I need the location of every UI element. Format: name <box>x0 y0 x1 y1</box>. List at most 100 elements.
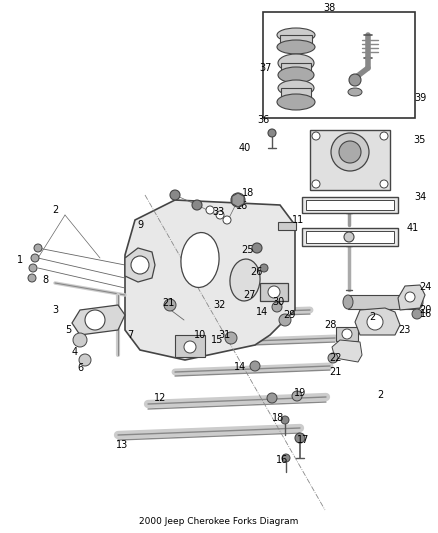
Text: 13: 13 <box>116 440 128 450</box>
Text: 36: 36 <box>257 115 269 125</box>
Text: 33: 33 <box>212 207 224 217</box>
Bar <box>302 228 398 246</box>
Circle shape <box>367 314 383 330</box>
Circle shape <box>268 286 280 298</box>
Circle shape <box>281 416 289 424</box>
Text: 21: 21 <box>162 298 174 308</box>
Circle shape <box>344 232 354 242</box>
Ellipse shape <box>339 141 361 163</box>
Circle shape <box>295 433 305 443</box>
Text: 16: 16 <box>420 309 432 319</box>
Text: 39: 39 <box>414 93 426 103</box>
Text: 2: 2 <box>52 205 58 215</box>
Polygon shape <box>398 285 425 310</box>
Text: 9: 9 <box>137 220 143 230</box>
Ellipse shape <box>278 67 314 83</box>
Circle shape <box>380 132 388 140</box>
Text: 29: 29 <box>283 310 295 320</box>
Text: 6: 6 <box>77 363 83 373</box>
Circle shape <box>279 314 291 326</box>
Text: 14: 14 <box>234 362 246 372</box>
Circle shape <box>170 190 180 200</box>
Text: 1: 1 <box>17 255 23 265</box>
Text: 41: 41 <box>407 223 419 233</box>
Bar <box>348 295 418 309</box>
Polygon shape <box>125 248 155 282</box>
Text: 18: 18 <box>242 188 254 198</box>
Text: 17: 17 <box>297 435 309 445</box>
Text: 2: 2 <box>377 390 383 400</box>
Bar <box>260 283 288 301</box>
Ellipse shape <box>278 54 314 72</box>
Circle shape <box>192 200 202 210</box>
Circle shape <box>412 309 422 319</box>
Text: 20: 20 <box>419 305 431 315</box>
Polygon shape <box>355 308 400 335</box>
Text: 3: 3 <box>52 305 58 315</box>
Circle shape <box>28 274 36 282</box>
Bar <box>310 130 390 190</box>
Circle shape <box>34 244 42 252</box>
Polygon shape <box>125 200 295 360</box>
Ellipse shape <box>277 40 315 54</box>
Text: 23: 23 <box>398 325 410 335</box>
Circle shape <box>272 302 282 312</box>
Circle shape <box>225 332 237 344</box>
Ellipse shape <box>277 28 315 42</box>
Text: 21: 21 <box>329 367 341 377</box>
Text: 40: 40 <box>239 143 251 153</box>
Bar <box>175 335 205 357</box>
Text: 8: 8 <box>42 275 48 285</box>
Circle shape <box>31 254 39 262</box>
Text: 26: 26 <box>250 267 262 277</box>
Text: 12: 12 <box>154 393 166 403</box>
Ellipse shape <box>348 88 362 96</box>
Ellipse shape <box>277 94 315 110</box>
Text: 38: 38 <box>323 3 335 13</box>
Text: 2: 2 <box>369 312 375 322</box>
Circle shape <box>252 243 262 253</box>
Circle shape <box>363 311 371 319</box>
Circle shape <box>131 256 149 274</box>
Bar <box>263 12 415 118</box>
Circle shape <box>206 206 214 214</box>
Text: 10: 10 <box>194 330 206 340</box>
Text: 19: 19 <box>294 388 306 398</box>
Ellipse shape <box>230 259 260 301</box>
Text: 16: 16 <box>236 201 248 211</box>
Circle shape <box>79 354 91 366</box>
Circle shape <box>380 180 388 188</box>
Circle shape <box>231 193 245 207</box>
Text: 7: 7 <box>127 330 133 340</box>
Ellipse shape <box>413 295 423 309</box>
Ellipse shape <box>278 80 314 96</box>
Text: 2000 Jeep Cherokee Forks Diagram: 2000 Jeep Cherokee Forks Diagram <box>139 518 299 527</box>
Circle shape <box>164 299 176 311</box>
Bar <box>306 200 394 210</box>
Text: 4: 4 <box>72 347 78 357</box>
Ellipse shape <box>331 133 369 171</box>
Circle shape <box>282 454 290 462</box>
Text: 5: 5 <box>65 325 71 335</box>
Text: 15: 15 <box>211 335 223 345</box>
Text: 37: 37 <box>259 63 271 73</box>
Circle shape <box>405 292 415 302</box>
Text: 32: 32 <box>214 300 226 310</box>
Bar <box>306 231 394 243</box>
Bar <box>336 327 358 341</box>
Text: 16: 16 <box>276 455 288 465</box>
Polygon shape <box>72 305 125 335</box>
Ellipse shape <box>181 232 219 287</box>
Circle shape <box>184 341 196 353</box>
Ellipse shape <box>343 295 353 309</box>
Bar <box>280 35 312 47</box>
Text: 34: 34 <box>414 192 426 202</box>
Circle shape <box>260 264 268 272</box>
Text: 22: 22 <box>329 353 341 363</box>
Text: 31: 31 <box>218 330 230 340</box>
Text: 14: 14 <box>256 307 268 317</box>
Bar <box>302 197 398 213</box>
Text: 24: 24 <box>419 282 431 292</box>
Circle shape <box>268 129 276 137</box>
Circle shape <box>250 361 260 371</box>
